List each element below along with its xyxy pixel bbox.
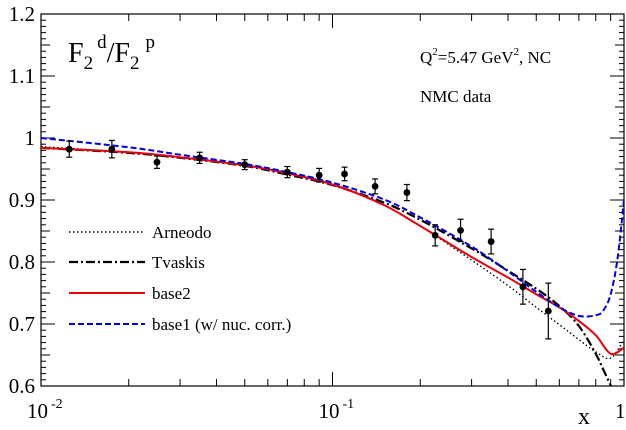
q2-sup2: 2 (513, 46, 519, 58)
title-f2: F (114, 38, 130, 69)
chart-title: F2d/F2p (68, 32, 155, 74)
axis-ticks (40, 13, 624, 387)
y-tick-label: 1 (25, 126, 36, 150)
data-point (153, 158, 161, 166)
data-points (65, 139, 552, 340)
y-tick-label: 0.6 (9, 374, 35, 398)
series-line-0 (41, 146, 624, 360)
q2-sup: 2 (432, 46, 438, 58)
y-tick-label: 0.8 (9, 250, 35, 274)
title-sup2: p (145, 32, 155, 53)
title-f1: F (68, 38, 84, 69)
x-tick-labels: 10 -2 10 -1 1 (27, 397, 626, 423)
data-point (487, 238, 495, 245)
data-point (519, 283, 527, 291)
series-line-3 (41, 137, 624, 318)
data-point (65, 145, 73, 153)
x-tick-label: 10 -1 (319, 397, 355, 423)
y-tick-label: 0.9 (9, 188, 35, 212)
data-point (544, 307, 552, 315)
data-annotation: NMC data (420, 87, 492, 106)
data-point (457, 226, 464, 234)
y-tick-label: 1.1 (9, 64, 35, 88)
q2-suffix: , NC (519, 48, 551, 67)
data-point (371, 182, 379, 190)
data-point (283, 168, 291, 176)
data-point (431, 231, 439, 239)
q2-annotation: Q2=5.47 GeV2, NC (420, 46, 551, 67)
y-tick-label: 0.7 (9, 312, 35, 336)
legend-label-base2: base2 (152, 284, 191, 303)
title-sup1: d (97, 32, 107, 53)
data-point (403, 189, 411, 196)
data-point (196, 154, 203, 162)
y-tick-labels: 0.6 0.7 0.8 0.9 1 1.1 1.2 (9, 2, 35, 398)
x-tick-label: 1 (615, 399, 626, 423)
title-sub2: 2 (130, 53, 140, 74)
x-tick-label: 10 -2 (27, 397, 63, 423)
data-point (241, 161, 249, 169)
series-line-1 (41, 146, 613, 386)
title-sub1: 2 (84, 53, 94, 74)
legend-label-base1: base1 (w/ nuc. corr.) (152, 315, 291, 334)
legend: Arneodo Tvaskis base2 base1 (w/ nuc. cor… (69, 223, 291, 334)
legend-label-arneodo: Arneodo (152, 223, 211, 242)
q2-prefix: Q (420, 48, 432, 67)
data-point (315, 171, 323, 179)
data-point (108, 145, 116, 153)
data-point (341, 170, 348, 178)
y-tick-label: 1.2 (9, 2, 35, 26)
x-axis-label: x (578, 404, 590, 430)
q2-mid: =5.47 GeV (438, 48, 514, 67)
curves (41, 137, 624, 386)
plot-frame (40, 13, 625, 387)
title-slash: / (107, 38, 115, 69)
legend-label-tvaskis: Tvaskis (152, 253, 205, 272)
